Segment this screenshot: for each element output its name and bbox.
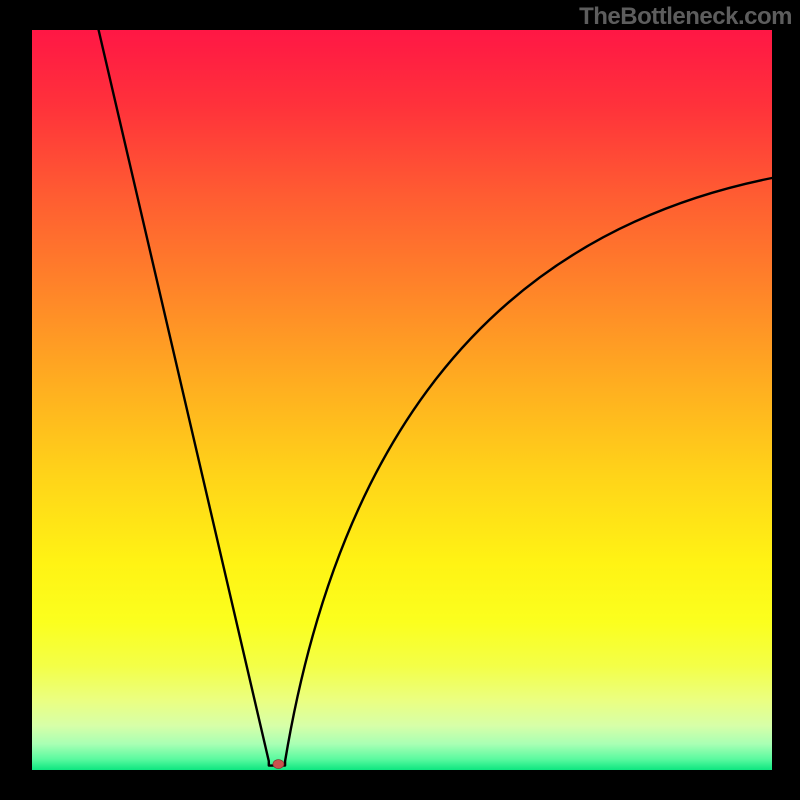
minimum-marker [273, 760, 284, 769]
chart-container: TheBottleneck.com [0, 0, 800, 800]
chart-svg [0, 0, 800, 800]
plot-background [32, 30, 772, 770]
